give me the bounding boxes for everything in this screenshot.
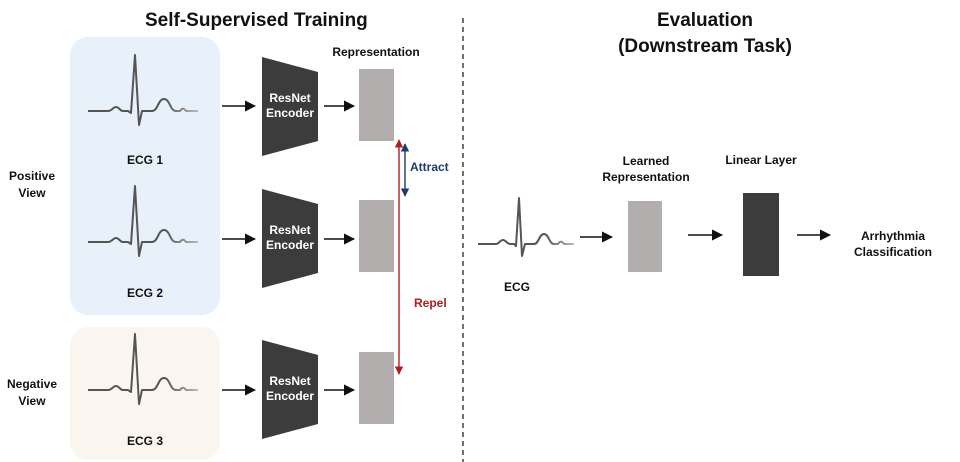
learned-representation-label: Learned Representation xyxy=(602,154,690,185)
encoder-3-label: ResNet Encoder xyxy=(265,374,314,403)
representation-block-1 xyxy=(359,69,394,141)
ecg-waveform-eval xyxy=(478,197,574,257)
linear-layer-block xyxy=(743,193,779,276)
evaluation-title-line2: (Downstream Task) xyxy=(618,36,792,57)
ecg-1-label: ECG 1 xyxy=(126,153,163,167)
training-title: Self-Supervised Training xyxy=(145,10,368,31)
ecg-3-label: ECG 3 xyxy=(126,434,163,448)
evaluation-title-line1: Evaluation xyxy=(656,10,754,31)
arrhythmia-classification-label: Arrhythmia Classification xyxy=(853,229,933,260)
positive-view-panel xyxy=(70,37,220,315)
ecg-waveform-1 xyxy=(88,54,198,126)
negative-view-label: Negative View xyxy=(6,377,58,409)
attract-label: Attract xyxy=(410,160,449,174)
positive-view-label: Positive View xyxy=(8,169,56,201)
ecg-2-label: ECG 2 xyxy=(126,286,163,300)
resnet-encoder-2 xyxy=(262,189,318,288)
encoder-2-label: ResNet Encoder xyxy=(265,223,314,252)
negative-view-panel xyxy=(70,327,220,460)
linear-layer-label: Linear Layer xyxy=(725,153,797,167)
repel-label: Repel xyxy=(414,296,447,310)
ecg-waveform-3 xyxy=(88,333,198,405)
resnet-encoder-3 xyxy=(262,340,318,439)
learned-representation-block xyxy=(628,201,662,272)
representation-label: Representation xyxy=(332,45,420,59)
eval-ecg-label: ECG xyxy=(503,280,530,294)
ecg-waveform-2 xyxy=(88,185,198,257)
resnet-encoder-1 xyxy=(262,57,318,156)
representation-block-3 xyxy=(359,352,394,424)
encoder-1-label: ResNet Encoder xyxy=(265,91,314,120)
representation-block-2 xyxy=(359,200,394,272)
